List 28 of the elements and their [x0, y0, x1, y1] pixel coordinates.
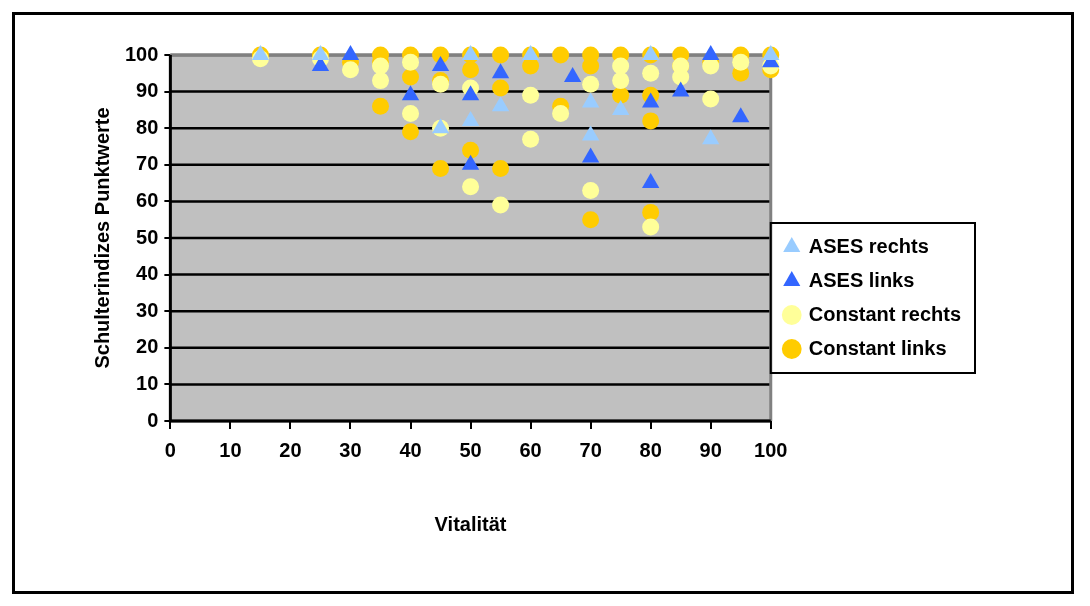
y-tick-label: 20: [136, 335, 159, 358]
x-tick-label: 30: [339, 438, 362, 461]
y-axis-title: Schulterindizes Punktwerte: [90, 107, 113, 369]
legend-label: Constant rechts: [808, 302, 961, 325]
y-tick-label: 60: [136, 188, 159, 211]
y-tick-label: 100: [124, 42, 159, 65]
x-tick-label: 70: [579, 438, 602, 461]
y-tick-label: 10: [136, 371, 159, 394]
y-tick-label: 70: [136, 152, 159, 175]
x-tick-label: 80: [639, 438, 662, 461]
legend-label: ASES rechts: [808, 234, 929, 257]
x-tick-label: 50: [459, 438, 482, 461]
legend-label: Constant links: [808, 336, 947, 359]
x-axis-title: Vitalität: [434, 512, 507, 535]
y-tick-label: 30: [136, 298, 159, 321]
legend-label: ASES links: [808, 268, 915, 291]
y-tick-label: 80: [136, 115, 159, 138]
y-tick-label: 90: [136, 79, 159, 102]
x-tick-label: 90: [699, 438, 722, 461]
y-tick-label: 50: [136, 225, 159, 248]
x-tick-label: 40: [399, 438, 422, 461]
x-tick-label: 60: [519, 438, 542, 461]
x-tick-label: 0: [164, 438, 176, 461]
y-tick-label: 40: [136, 262, 159, 285]
x-tick-label: 20: [279, 438, 302, 461]
x-tick-label: 100: [754, 438, 788, 461]
y-tick-label: 0: [147, 408, 159, 431]
x-tick-label: 10: [219, 438, 242, 461]
